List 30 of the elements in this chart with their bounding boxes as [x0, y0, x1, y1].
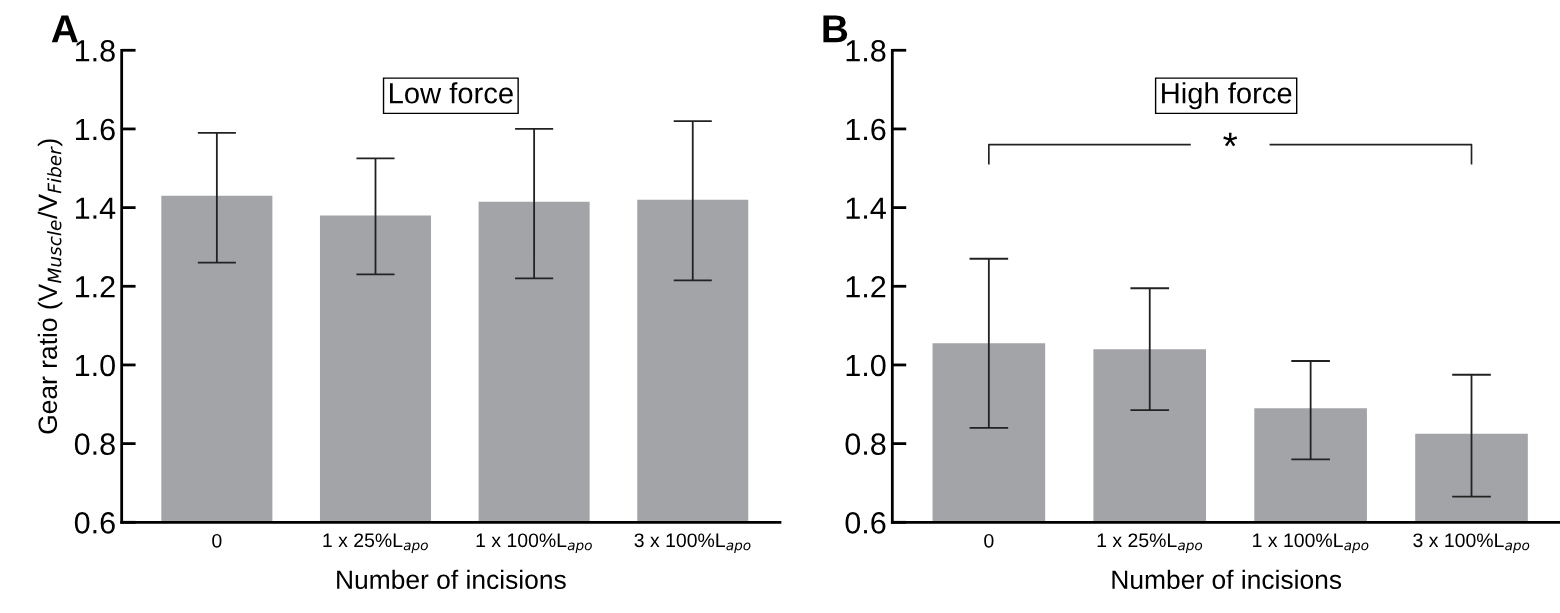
x-tick-label: 3 x 100%L$_{apo}$ — [634, 533, 751, 553]
text: Low force — [390, 82, 513, 104]
y-tick-label: 1.2 — [75, 276, 115, 298]
y-tick-label: 1.6 — [75, 118, 115, 141]
y-tick-label: 1.0 — [846, 354, 886, 377]
x-tick-label: 1 x 25%L$_{apo}$ — [1097, 533, 1203, 553]
x-tick-label: 1 x 100%L$_{apo}$ — [1253, 533, 1369, 553]
x-tick-label: 1 x 25%L$_{apo}$ — [323, 533, 428, 553]
y-tick-label: 0.8 — [845, 433, 886, 455]
y-tick-label: 0.6 — [845, 512, 886, 534]
x-axis-title: Number of incisions — [337, 569, 566, 590]
text: A — [51, 15, 78, 43]
y-tick-label: 1.8 — [846, 40, 886, 62]
x-tick-label: 0 — [984, 533, 994, 548]
y-tick-label: 1.4 — [846, 197, 886, 219]
y-tick-label: 1.0 — [75, 354, 115, 377]
y-tick-label: 1.8 — [75, 40, 115, 62]
y-tick-label: 1.6 — [846, 118, 886, 141]
x-tick-label: 3 x 100%L$_{apo}$ — [1413, 533, 1530, 553]
annotation: * — [1223, 132, 1238, 147]
text: High force — [1162, 82, 1292, 110]
x-axis-title: Number of incisions — [1112, 569, 1342, 590]
x-tick-label: 0 — [212, 533, 222, 548]
y-tick-label: 0.6 — [74, 512, 115, 534]
x-tick-label: 1 x 100%L$_{apo}$ — [476, 533, 592, 553]
y-tick-label: 1.2 — [846, 276, 886, 298]
y-tick-label: 1.4 — [75, 197, 116, 219]
text: B — [823, 15, 848, 43]
y-axis-title: Gear ratio (V$_{Muscle}$/V$_{Fiber}$) — [37, 139, 63, 434]
y-tick-label: 0.8 — [74, 433, 115, 455]
